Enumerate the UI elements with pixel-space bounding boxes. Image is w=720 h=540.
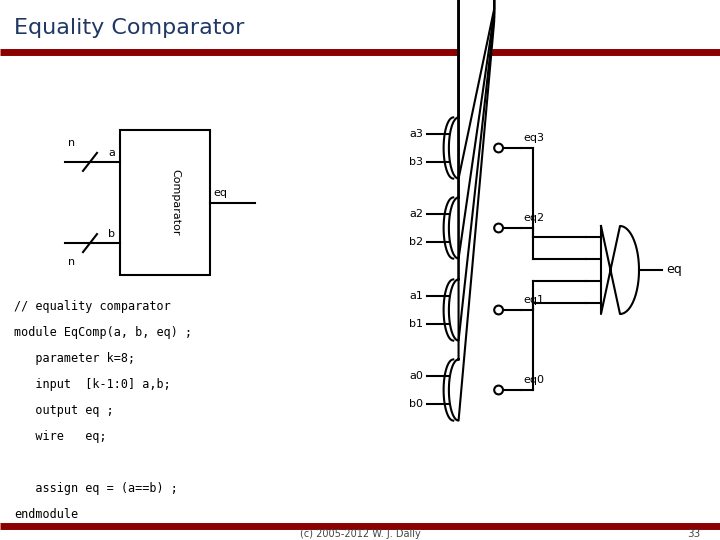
Text: a1: a1: [409, 292, 423, 301]
Text: b0: b0: [409, 399, 423, 409]
Text: b2: b2: [409, 237, 423, 247]
Text: Equality Comparator: Equality Comparator: [14, 18, 244, 38]
Text: assign eq = (a==b) ;: assign eq = (a==b) ;: [14, 482, 178, 495]
Text: eq: eq: [666, 264, 682, 276]
Text: eq3: eq3: [523, 133, 544, 143]
Text: a3: a3: [409, 130, 423, 139]
Text: eq: eq: [213, 188, 227, 199]
Text: (c) 2005-2012 W. J. Dally: (c) 2005-2012 W. J. Dally: [300, 529, 420, 539]
Text: n: n: [68, 257, 76, 267]
Text: Comparator: Comparator: [171, 169, 181, 236]
Polygon shape: [449, 0, 494, 341]
Circle shape: [494, 144, 503, 152]
Circle shape: [494, 386, 503, 394]
Text: 33: 33: [687, 529, 700, 539]
Circle shape: [494, 306, 503, 314]
Text: wire   eq;: wire eq;: [14, 430, 107, 443]
Text: a0: a0: [409, 372, 423, 381]
Text: input  [k-1:0] a,b;: input [k-1:0] a,b;: [14, 378, 171, 391]
Text: n: n: [68, 138, 76, 148]
Text: a2: a2: [409, 210, 423, 219]
Text: endmodule: endmodule: [14, 508, 78, 521]
Text: // equality comparator: // equality comparator: [14, 300, 171, 313]
Polygon shape: [449, 0, 494, 421]
Text: module EqComp(a, b, eq) ;: module EqComp(a, b, eq) ;: [14, 326, 192, 339]
Text: a: a: [108, 148, 115, 158]
Text: eq0: eq0: [523, 375, 544, 385]
Text: b3: b3: [409, 157, 423, 167]
Text: b1: b1: [409, 319, 423, 329]
Text: parameter k=8;: parameter k=8;: [14, 352, 135, 365]
Circle shape: [494, 224, 503, 232]
Polygon shape: [449, 0, 494, 259]
Text: b: b: [108, 229, 115, 239]
Bar: [120, 130, 210, 275]
Polygon shape: [601, 226, 639, 314]
Text: eq1: eq1: [523, 295, 544, 305]
Polygon shape: [449, 0, 494, 179]
Text: output eq ;: output eq ;: [14, 404, 114, 417]
Text: eq2: eq2: [523, 213, 545, 223]
